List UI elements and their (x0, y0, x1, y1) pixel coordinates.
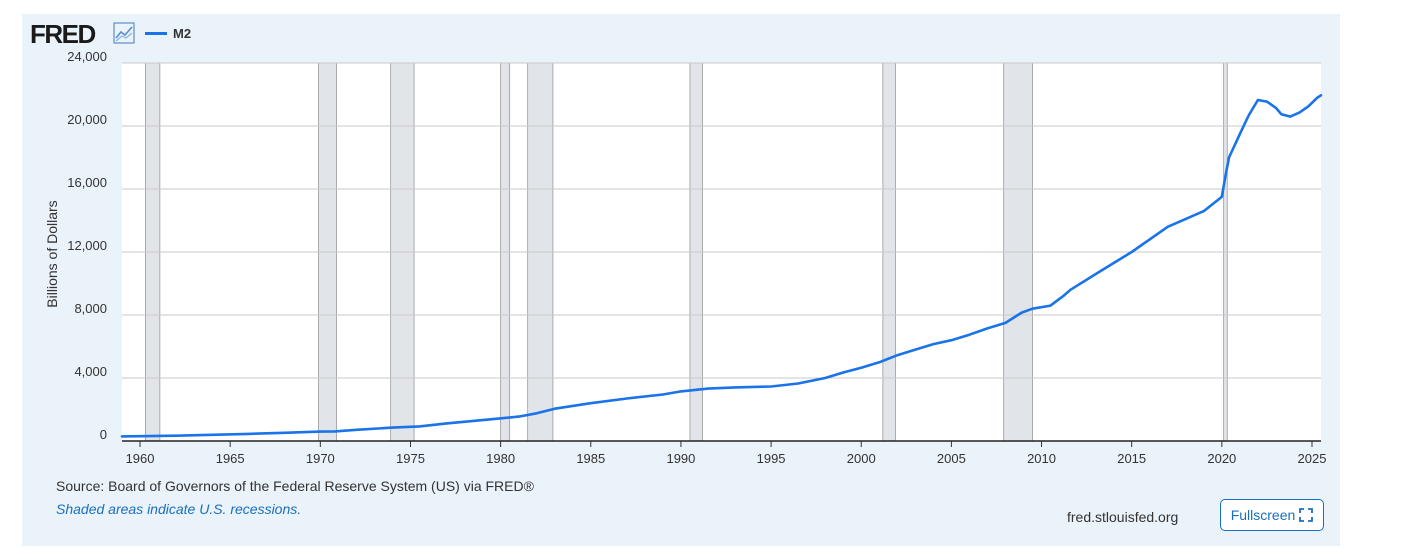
x-tick-label: 2000 (847, 451, 876, 466)
legend-swatch (145, 32, 167, 35)
x-tick-label: 2025 (1298, 451, 1327, 466)
x-tick-label: 1960 (126, 451, 155, 466)
fullscreen-icon (1299, 508, 1314, 522)
x-tick-label: 2015 (1117, 451, 1146, 466)
credit-text: fred.stlouisfed.org (1067, 509, 1179, 525)
series-line-m2 (120, 94, 1323, 438)
x-tick-label: 1980 (486, 451, 515, 466)
x-tick-label: 1975 (396, 451, 425, 466)
x-tick-label: 1995 (757, 451, 786, 466)
recession-note: Shaded areas indicate U.S. recessions. (56, 501, 302, 517)
x-tick-label: 1965 (216, 451, 245, 466)
x-tick-label: 2020 (1207, 451, 1236, 466)
source-text: Source: Board of Governors of the Federa… (56, 478, 534, 494)
x-tick-label: 1970 (306, 451, 335, 466)
x-tick-label: 1985 (576, 451, 605, 466)
x-tick-label: 1990 (666, 451, 695, 466)
y-tick-label: 8,000 (74, 301, 107, 316)
fred-logo: FRED (30, 19, 96, 49)
x-tick-label: 2010 (1027, 451, 1056, 466)
fullscreen-label: Fullscreen (1230, 507, 1296, 523)
line-chart-icon[interactable] (113, 22, 135, 44)
y-tick-label: 0 (100, 427, 107, 442)
x-tick-label: 2005 (937, 451, 966, 466)
y-tick-label: 4,000 (74, 364, 107, 379)
legend[interactable]: M2 (145, 26, 191, 41)
fullscreen-button[interactable]: Fullscreen (1220, 499, 1324, 531)
legend-series-label: M2 (173, 26, 192, 41)
y-tick-label: 12,000 (67, 238, 107, 253)
y-tick-label: 16,000 (67, 175, 107, 190)
y-tick-label: 24,000 (67, 49, 107, 64)
y-tick-label: 20,000 (67, 112, 107, 127)
